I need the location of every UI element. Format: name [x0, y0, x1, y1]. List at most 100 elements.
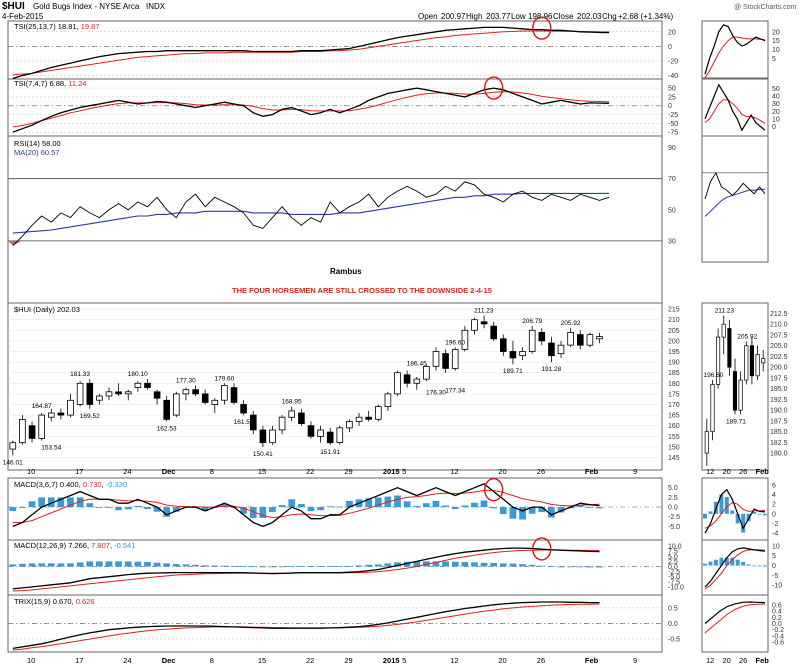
price-extreme-label: 161.51 — [234, 419, 254, 426]
price-extreme-label: 180.10 — [128, 371, 148, 378]
macd_short-hist-bar — [278, 505, 286, 507]
price-candle — [105, 391, 113, 397]
macd_short-hist-bar — [519, 507, 526, 520]
price-candle — [365, 416, 372, 420]
macd_short-hist-bar — [288, 499, 296, 507]
x-axis-label: 29 — [344, 656, 352, 665]
price-candle — [134, 382, 142, 388]
tsi_short-tick: 25 — [668, 94, 676, 101]
x-axis-label: 17 — [75, 656, 83, 665]
x-axis-label: 15 — [258, 467, 266, 476]
price-candle — [240, 404, 247, 414]
macd_short-hist-bar — [221, 504, 228, 508]
price-extreme-label: 176.30 — [426, 389, 446, 396]
frame-rsi — [7, 135, 663, 304]
macd_short-hist-bar — [365, 498, 372, 508]
price-mini-tick: 207.5 — [770, 332, 788, 339]
trix-main-line — [12, 601, 600, 650]
price-candle — [86, 382, 94, 405]
macd_long-hist-bar — [163, 563, 170, 567]
price-candle — [9, 442, 17, 450]
macd_short-hist-bar — [317, 507, 324, 511]
price-tick: 210 — [668, 317, 680, 324]
tsi_short-tick: -50 — [668, 121, 678, 128]
macd_long-hist-bar — [278, 566, 286, 568]
macd_long-hist-bar — [9, 564, 17, 567]
trix-mini-tick: 0.4 — [772, 609, 782, 616]
legend-tsi-long: TSI(25,13,7) 18.81, 19.87 — [14, 22, 100, 31]
tsi_short-mini-tick: 30 — [772, 101, 780, 108]
trix-mini-tick: -0.4 — [772, 634, 784, 641]
tsi_short-mini-tick: 10 — [772, 116, 780, 123]
price-tick: 195 — [668, 349, 680, 356]
tsi_short-mini-tick: 40 — [772, 94, 780, 101]
price-mini-extreme-label: 205.92 — [737, 333, 757, 340]
legend-price: $HUI (Daily) 202.03 — [14, 305, 80, 314]
macd_short-mini-tick: 0 — [772, 511, 776, 518]
macd_long-hist-bar — [38, 563, 45, 567]
macd_long-tick: 2.5 — [668, 559, 678, 566]
tsi_short-mini-tick: 50 — [772, 86, 780, 93]
trix-mini-signal-line — [704, 603, 766, 634]
macd_long-hist-bar — [528, 564, 536, 567]
price-candle — [201, 393, 209, 403]
macd_long-hist-bar — [471, 562, 478, 567]
legend-rsi-ma-value: 60.57 — [41, 148, 60, 157]
price-extreme-label: 181.33 — [70, 371, 90, 378]
price-extreme-label: 146.01 — [3, 459, 23, 466]
price-candle — [548, 342, 555, 357]
tsi_long-mini-signal-line — [704, 36, 766, 79]
macd_long-hist-bar — [298, 566, 305, 567]
macd_long-hist-bar — [384, 563, 392, 567]
macd_short-hist-bar — [86, 503, 94, 508]
chart-symbol: $HUI — [2, 1, 25, 12]
legend-trix-value: 0.670 — [53, 597, 72, 606]
trix-mini-tick: 0.0 — [772, 621, 782, 628]
macd_short-hist-bar — [307, 507, 315, 511]
x-axis-label: 5 — [402, 467, 406, 476]
trix-signal-line — [12, 603, 600, 651]
macd_long-signal-line — [12, 549, 600, 592]
legend-macd-long-value: 7.266 — [68, 541, 87, 550]
price-candle — [269, 429, 276, 444]
macd_short-hist-bar — [499, 507, 507, 515]
mini-frame-macd_short — [701, 477, 769, 541]
macd_long-mini-signal-line — [704, 549, 766, 590]
price-candle — [96, 395, 103, 401]
macd_short-hist-bar — [576, 505, 584, 507]
macd_short-hist-bar — [67, 497, 74, 508]
price-candle — [192, 389, 199, 395]
price-candle — [115, 391, 122, 395]
price-candle — [336, 427, 344, 443]
price-mini-candle — [755, 353, 760, 377]
price-candle — [596, 336, 603, 340]
price-extreme-label: 196.60 — [445, 339, 465, 346]
price-extreme-label: 177.30 — [176, 377, 196, 384]
price-candle — [211, 399, 219, 405]
x-axis-label: 9 — [633, 656, 637, 665]
x-axis-label: 12 — [450, 467, 458, 476]
price-mini-candle — [749, 345, 754, 377]
macd_long-mini-hist-bar — [724, 557, 729, 566]
price-mini-tick: 190.0 — [770, 408, 788, 415]
macd_short-mini-hist-bar — [708, 511, 713, 514]
tsi_short-mini-tick: 0 — [772, 124, 776, 131]
macd_short-hist-bar — [413, 505, 421, 508]
macd_long-hist-bar — [355, 565, 363, 567]
macd_short-hist-bar — [461, 505, 469, 507]
quote-bar: Open 200.97 High 203.77 Low 198.96 Close… — [418, 12, 673, 21]
macd_long-tick: -5.0 — [668, 574, 680, 581]
macd_short-hist-bar — [172, 507, 180, 512]
price-tick: 150 — [668, 444, 680, 451]
price-mini-tick: 210.0 — [770, 322, 788, 329]
macd_long-hist-bar — [596, 566, 603, 568]
macd_short-hist-bar — [451, 507, 459, 509]
price-candle — [403, 374, 411, 384]
price-mini-tick: 195.0 — [770, 386, 788, 393]
macd_short-hist-bar — [586, 507, 594, 508]
tsi_long-mini-tick: 5 — [772, 56, 776, 63]
legend-rsi-value: 58.00 — [42, 139, 61, 148]
price-candle — [557, 344, 565, 355]
trix-tick: 0.0 — [668, 621, 678, 628]
tsi_short-mini-tick: 20 — [772, 109, 780, 116]
